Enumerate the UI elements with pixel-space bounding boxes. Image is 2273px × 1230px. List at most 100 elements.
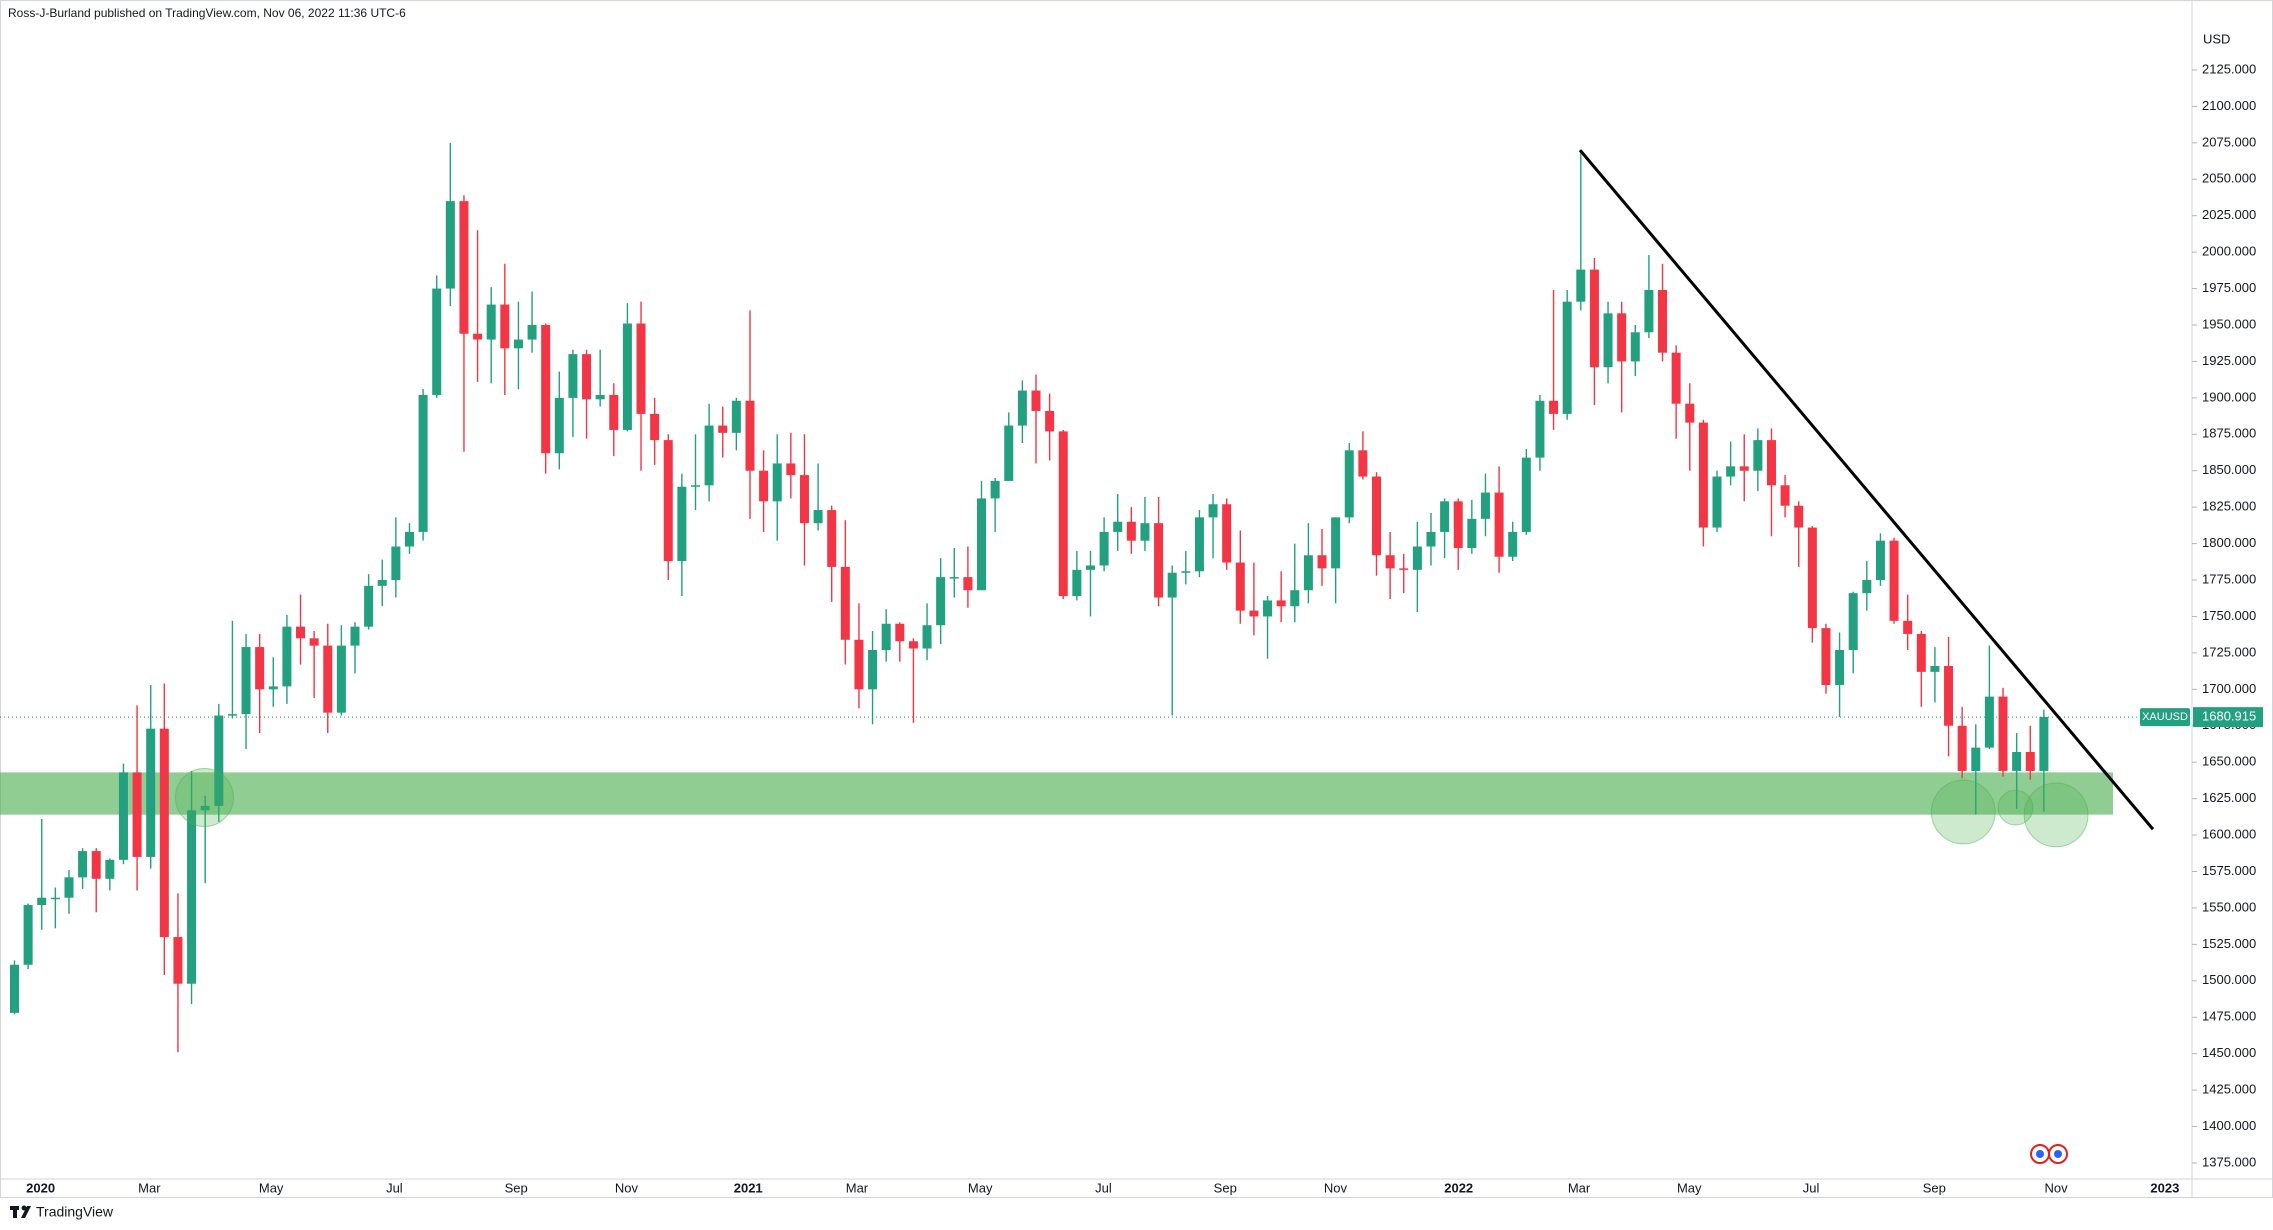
candle-body bbox=[827, 510, 837, 567]
candle-body bbox=[691, 485, 700, 487]
candle-body bbox=[418, 394, 428, 532]
x-tick-label: May bbox=[259, 1180, 284, 1195]
candle-body bbox=[554, 397, 564, 454]
candle-body bbox=[1617, 313, 1627, 362]
y-tick-label: 1800.000 bbox=[2202, 535, 2256, 550]
symbol-tag bbox=[2140, 708, 2190, 727]
candle-body bbox=[990, 480, 1000, 499]
candle-body bbox=[759, 470, 769, 502]
candle-body bbox=[1562, 301, 1572, 414]
candle-body bbox=[173, 937, 183, 984]
candle-body bbox=[1222, 504, 1232, 563]
y-tick-label: 2050.000 bbox=[2202, 171, 2256, 186]
x-tick-label: Mar bbox=[1568, 1180, 1591, 1195]
highlight-circle bbox=[1930, 779, 1996, 845]
x-tick-label: Mar bbox=[138, 1180, 161, 1195]
candle-body bbox=[513, 339, 523, 349]
candle-body bbox=[500, 304, 510, 349]
y-tick-label: 1925.000 bbox=[2202, 353, 2256, 368]
candle-body bbox=[963, 577, 973, 591]
candle-body bbox=[868, 649, 878, 690]
y-tick-label: 1525.000 bbox=[2202, 936, 2256, 951]
candle-body bbox=[459, 201, 469, 334]
candle-body bbox=[1549, 400, 1559, 414]
candle-body bbox=[895, 623, 905, 642]
y-tick-label: 1875.000 bbox=[2202, 426, 2256, 441]
candle-body bbox=[949, 577, 959, 579]
candle-body bbox=[1344, 450, 1354, 518]
candle-body bbox=[922, 625, 932, 649]
candle-body bbox=[595, 394, 605, 400]
brand-logo bbox=[10, 1205, 31, 1218]
price-label: 1680.915 bbox=[2202, 709, 2256, 724]
candle-body bbox=[977, 498, 987, 591]
candle-body bbox=[1971, 747, 1981, 771]
x-tick-label: Nov bbox=[615, 1180, 639, 1195]
x-tick-label: Jul bbox=[1095, 1180, 1112, 1195]
candle-body bbox=[609, 394, 619, 430]
candle-body bbox=[1017, 390, 1027, 426]
x-tick-label: 2022 bbox=[1444, 1180, 1473, 1195]
candle-body bbox=[799, 475, 809, 524]
candle-body bbox=[772, 463, 782, 502]
candle-body bbox=[1603, 313, 1613, 368]
candle-body bbox=[23, 905, 33, 965]
candle-body bbox=[10, 964, 19, 1013]
y-tick-label: 1975.000 bbox=[2202, 280, 2256, 295]
candle-body bbox=[309, 638, 319, 646]
candle-body bbox=[1208, 504, 1218, 518]
candle-body bbox=[704, 425, 714, 486]
event-icon-center bbox=[2036, 1150, 2044, 1158]
candle-body bbox=[187, 810, 197, 984]
candle-body bbox=[377, 580, 387, 586]
candle-body bbox=[1290, 590, 1300, 607]
event-icon-center bbox=[2054, 1150, 2062, 1158]
candle-body bbox=[1004, 425, 1014, 481]
candle-body bbox=[1930, 666, 1940, 672]
highlight-circle bbox=[2023, 782, 2089, 848]
candle-body bbox=[854, 639, 864, 690]
y-tick-label: 2100.000 bbox=[2202, 98, 2256, 113]
candle-body bbox=[132, 772, 142, 857]
candle-body bbox=[1957, 725, 1967, 771]
candle-body bbox=[1576, 269, 1586, 302]
candle-body bbox=[1467, 518, 1477, 548]
candle-body bbox=[1944, 666, 1954, 726]
candle-body bbox=[1726, 466, 1736, 477]
candle-body bbox=[731, 400, 741, 433]
x-tick-label: Mar bbox=[846, 1180, 869, 1195]
currency: USD bbox=[2203, 31, 2230, 46]
candle-body bbox=[1698, 422, 1708, 528]
candle-body bbox=[2039, 717, 2049, 771]
candle-body bbox=[1385, 555, 1395, 569]
y-tick-label: 1500.000 bbox=[2202, 972, 2256, 987]
candle-body bbox=[1521, 457, 1531, 532]
candle-body bbox=[1889, 540, 1899, 621]
y-tick-label: 1425.000 bbox=[2202, 1082, 2256, 1097]
candle-body bbox=[663, 440, 673, 562]
candle-body bbox=[1113, 521, 1123, 532]
candle-body bbox=[2025, 751, 2035, 771]
candle-body bbox=[1140, 523, 1150, 541]
candle-body bbox=[1303, 555, 1313, 591]
candle-body bbox=[527, 324, 537, 340]
candle-body bbox=[1848, 593, 1858, 650]
candle-body bbox=[1984, 696, 1994, 748]
candle-body bbox=[1045, 410, 1055, 432]
candle-body bbox=[840, 566, 850, 640]
highlight-circle bbox=[174, 768, 234, 827]
header: Ross-J-Burland published on TradingView.… bbox=[8, 6, 406, 20]
candle-body bbox=[364, 585, 374, 627]
candle-body bbox=[1998, 696, 2008, 771]
candle-body bbox=[1671, 352, 1681, 404]
x-tick-label: Nov bbox=[2045, 1180, 2069, 1195]
candle-body bbox=[486, 304, 496, 340]
candle-body bbox=[1154, 523, 1164, 598]
candle-body bbox=[1589, 269, 1599, 368]
candle-body bbox=[718, 425, 728, 433]
candle-body bbox=[1480, 492, 1490, 519]
candle-body bbox=[1508, 531, 1518, 557]
candle-body bbox=[908, 641, 918, 649]
candle-body bbox=[786, 463, 796, 476]
